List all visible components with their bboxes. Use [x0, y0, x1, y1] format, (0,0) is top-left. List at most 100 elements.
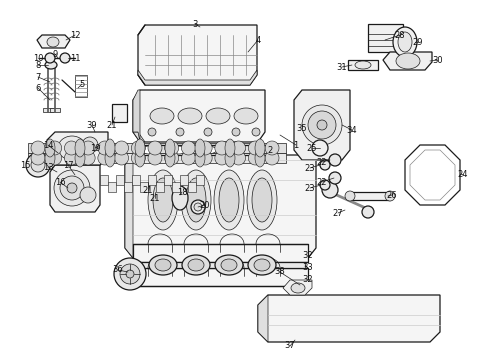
Text: 8: 8	[35, 60, 41, 69]
Text: 24: 24	[458, 170, 468, 179]
Ellipse shape	[329, 172, 341, 184]
Text: 11: 11	[70, 54, 80, 63]
Bar	[43, 108, 53, 112]
Polygon shape	[283, 280, 312, 295]
Ellipse shape	[396, 53, 420, 69]
Ellipse shape	[223, 146, 245, 154]
Ellipse shape	[115, 151, 128, 165]
Ellipse shape	[248, 141, 262, 155]
Bar	[348, 60, 378, 70]
Bar	[140, 182, 148, 192]
Ellipse shape	[139, 146, 161, 154]
Text: 33: 33	[303, 264, 314, 273]
Ellipse shape	[165, 151, 179, 165]
Ellipse shape	[58, 136, 86, 160]
Text: 3: 3	[192, 19, 197, 28]
Ellipse shape	[75, 149, 85, 167]
Ellipse shape	[45, 139, 55, 157]
Ellipse shape	[105, 149, 115, 167]
Text: 6: 6	[35, 84, 41, 93]
Text: 23: 23	[305, 163, 315, 172]
Ellipse shape	[320, 180, 330, 190]
Ellipse shape	[188, 259, 204, 271]
Text: 10: 10	[33, 54, 43, 63]
Ellipse shape	[248, 151, 262, 165]
Ellipse shape	[98, 141, 112, 155]
Ellipse shape	[198, 141, 212, 155]
Ellipse shape	[265, 141, 279, 155]
Ellipse shape	[252, 178, 272, 222]
Text: 22: 22	[317, 177, 327, 186]
Text: 12: 12	[70, 31, 80, 40]
Ellipse shape	[31, 141, 45, 155]
Bar	[350, 192, 390, 200]
Bar	[172, 182, 180, 192]
Text: 38: 38	[274, 267, 285, 276]
Text: 31: 31	[337, 63, 347, 72]
Ellipse shape	[115, 141, 128, 155]
Ellipse shape	[64, 141, 78, 155]
Ellipse shape	[198, 151, 212, 165]
Ellipse shape	[312, 140, 328, 156]
Ellipse shape	[131, 141, 146, 155]
Ellipse shape	[291, 283, 305, 293]
Ellipse shape	[75, 139, 85, 157]
Ellipse shape	[155, 259, 171, 271]
Ellipse shape	[398, 32, 412, 52]
Ellipse shape	[234, 108, 258, 124]
Bar	[196, 175, 204, 185]
Text: 20: 20	[200, 201, 210, 210]
Ellipse shape	[126, 270, 134, 278]
Ellipse shape	[81, 141, 95, 155]
Bar	[28, 153, 286, 163]
Bar	[368, 24, 403, 52]
Ellipse shape	[247, 170, 277, 230]
Text: 16: 16	[55, 177, 65, 186]
Ellipse shape	[385, 191, 395, 201]
Text: 37: 37	[285, 342, 295, 351]
Polygon shape	[138, 70, 257, 85]
Text: 9: 9	[52, 50, 58, 59]
Ellipse shape	[191, 200, 205, 214]
Ellipse shape	[135, 149, 145, 167]
Ellipse shape	[322, 182, 338, 198]
Text: 39: 39	[87, 121, 98, 130]
Ellipse shape	[204, 128, 212, 136]
Ellipse shape	[48, 141, 62, 155]
Ellipse shape	[320, 160, 330, 170]
Ellipse shape	[105, 139, 115, 157]
Ellipse shape	[255, 149, 265, 167]
Ellipse shape	[67, 183, 77, 193]
Ellipse shape	[81, 151, 95, 165]
Ellipse shape	[317, 120, 327, 130]
Ellipse shape	[362, 206, 374, 218]
Bar	[108, 182, 116, 192]
Ellipse shape	[153, 178, 173, 222]
Polygon shape	[37, 35, 70, 48]
Polygon shape	[383, 52, 432, 70]
Ellipse shape	[60, 176, 84, 200]
Text: 26: 26	[387, 190, 397, 199]
Ellipse shape	[194, 203, 202, 211]
Text: 14: 14	[43, 140, 53, 149]
Ellipse shape	[64, 151, 78, 165]
Ellipse shape	[149, 255, 177, 275]
Ellipse shape	[195, 146, 217, 154]
Ellipse shape	[221, 259, 237, 271]
Ellipse shape	[45, 61, 57, 69]
Polygon shape	[125, 155, 133, 258]
Text: 1: 1	[294, 140, 298, 149]
Ellipse shape	[254, 259, 270, 271]
Ellipse shape	[302, 105, 342, 145]
Bar	[188, 182, 196, 192]
Ellipse shape	[255, 139, 265, 157]
Ellipse shape	[265, 151, 279, 165]
Text: 36: 36	[113, 266, 123, 275]
Polygon shape	[125, 155, 316, 258]
Text: 21: 21	[143, 185, 153, 194]
Ellipse shape	[195, 149, 205, 167]
Ellipse shape	[167, 146, 189, 154]
Ellipse shape	[215, 141, 229, 155]
Bar	[124, 182, 132, 192]
Text: 23: 23	[305, 184, 315, 193]
